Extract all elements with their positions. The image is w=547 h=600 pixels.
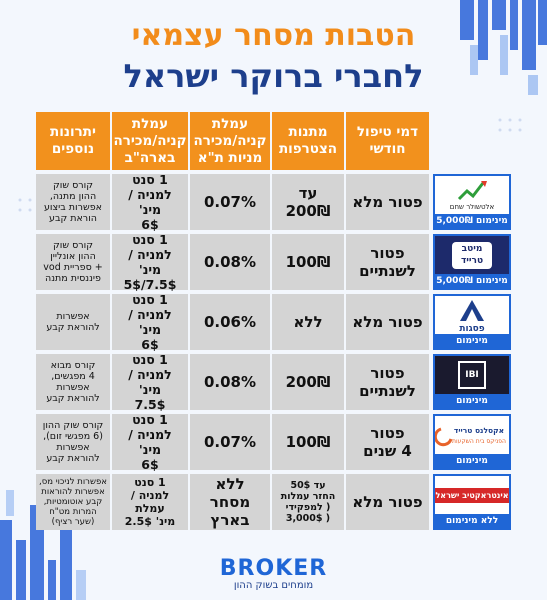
page-title-line1: הטבות מסחר עצמאי	[131, 18, 416, 53]
cell-ta-fee: 0.08%	[190, 354, 272, 410]
cell-monthly: פטור לשנתיים	[346, 234, 429, 290]
ibi-logo-icon: IBI	[435, 356, 509, 394]
cell-us-fee: 1 סנט למניה / מינ' 6$	[112, 292, 190, 352]
minimum-label: מינימום 20,000₪	[435, 454, 509, 468]
table-row: קורס שוק ההון מתנה, אפשרות ביצוע הוראת ק…	[36, 172, 429, 232]
broker-logo-psagot[interactable]: פסגות מינימום 10,000₪	[433, 294, 511, 350]
table-row: אפשרות להוראת קבע 1 סנט למניה / מינ' 6$ …	[36, 292, 429, 352]
cell-gift: עד 50$ החזר עמלות ( למפקידי ( 3,000$	[272, 474, 346, 530]
cell-us-fee: 1 סנט למניה / עמלת מינ' 2.5$	[112, 474, 190, 530]
cell-ta-fee: 0.07%	[190, 174, 272, 230]
minimum-label: ללא מינימום	[435, 514, 509, 528]
broker-logo-meitav[interactable]: מיטב טרייד מינימום 5,000₪	[433, 234, 511, 290]
cell-monthly: פטור מלא	[346, 294, 429, 350]
cell-monthly: פטור מלא	[346, 174, 429, 230]
minimum-label: מינימום 5,000₪	[435, 214, 509, 228]
table-row: קורס שוק ההון (6 מפגשי זום), אפשרות להור…	[36, 412, 429, 472]
cell-extras: קורס שוק ההון אונליין + ספריית vod פיננס…	[36, 234, 112, 290]
header-ta-fee: עמלת קניה/מכירה מניות ת"א	[190, 112, 272, 170]
broker-logo-altshuler[interactable]: אלטשולר שחם מינימום 5,000₪	[433, 174, 511, 230]
cell-us-fee: 1 סנט למניה / מינ' 6$	[112, 412, 190, 472]
cell-gift: 100₪	[272, 234, 346, 290]
excellence-logo-icon: אקסלנס טרייד הפניקס בית השקעות	[435, 416, 509, 454]
brand-logo: BROKER	[219, 556, 328, 581]
cell-gift: 200₪	[272, 354, 346, 410]
svg-text:אלטשולר שחם: אלטשולר שחם	[450, 203, 495, 211]
header-monthly: דמי טיפול חודשי	[346, 112, 429, 170]
cell-ta-fee: 0.07%	[190, 414, 272, 470]
meitav-logo-icon: מיטב טרייד	[435, 236, 509, 274]
cell-ta-fee: 0.08%	[190, 234, 272, 290]
altshuler-logo-icon: אלטשולר שחם	[435, 176, 509, 214]
svg-text:הפניקס בית השקעות: הפניקס בית השקעות	[452, 438, 506, 445]
minimum-label: מינימום 5,000₪	[435, 274, 509, 288]
header-extras: יתרונות נוספים	[36, 112, 112, 170]
broker-logo-ibi[interactable]: IBI מינימום 15,000₪	[433, 354, 511, 410]
svg-text:אקסלנס טרייד: אקסלנס טרייד	[454, 426, 504, 435]
table-header: יתרונות נוספים עמלת קניה/מכירה בארה"ב עמ…	[36, 112, 429, 170]
broker-logo-excellence[interactable]: אקסלנס טרייד הפניקס בית השקעות מינימום 2…	[433, 414, 511, 470]
cell-us-fee: 1 סנט למניה / מינ' 7.5$/5$	[112, 232, 190, 292]
cell-monthly: פטור 4 שנים	[346, 414, 429, 470]
header-us-fee: עמלת קניה/מכירה בארה"ב	[112, 112, 190, 170]
table-row: אפשרות לניכוי מס, אפשרות להוראות קבע אוט…	[36, 474, 429, 530]
interactive-logo-icon: אינטראקטיב ישראל	[435, 476, 509, 514]
cell-us-fee: 1 סנט למניה / מינ' 7.5$	[112, 352, 190, 412]
svg-text:פסגות: פסגות	[459, 324, 484, 333]
cell-extras: קורס מבוא 4 מפגשים, אפשרות להוראת קבע	[36, 354, 112, 410]
cell-extras: אפשרות לניכוי מס, אפשרות להוראות קבע אוט…	[36, 474, 112, 530]
cell-monthly: פטור מלא	[346, 474, 429, 530]
table-row: קורס מבוא 4 מפגשים, אפשרות להוראת קבע 1 …	[36, 352, 429, 412]
cell-gift: ללא	[272, 294, 346, 350]
cell-extras: קורס שוק ההון (6 מפגשי זום), אפשרות להור…	[36, 414, 112, 470]
header-gift: מתנות הצטרפות	[272, 112, 346, 170]
cell-extras: קורס שוק ההון מתנה, אפשרות ביצוע הוראת ק…	[36, 174, 112, 230]
minimum-label: מינימום 15,000₪	[435, 394, 509, 408]
psagot-logo-icon: פסגות	[435, 296, 509, 334]
minimum-label: מינימום 10,000₪	[435, 334, 509, 348]
brand-tagline: מומחים בשוק ההון	[233, 580, 314, 591]
cell-monthly: פטור לשנתיים	[346, 354, 429, 410]
cell-gift: עד 200₪	[272, 174, 346, 230]
cell-ta-fee: 0.06%	[190, 294, 272, 350]
cell-extras: אפשרות להוראת קבע	[36, 294, 112, 350]
broker-logo-interactive[interactable]: אינטראקטיב ישראל ללא מינימום	[433, 474, 511, 530]
table-row: קורס שוק ההון אונליין + ספריית vod פיננס…	[36, 232, 429, 292]
cell-ta-fee: ללא מסחר בארץ	[190, 474, 272, 530]
page-title-line2: לחברי ברוקר ישראל	[123, 57, 424, 95]
cell-us-fee: 1 סנט למניה / מינ' 6$	[112, 172, 190, 232]
cell-gift: 100₪	[272, 414, 346, 470]
